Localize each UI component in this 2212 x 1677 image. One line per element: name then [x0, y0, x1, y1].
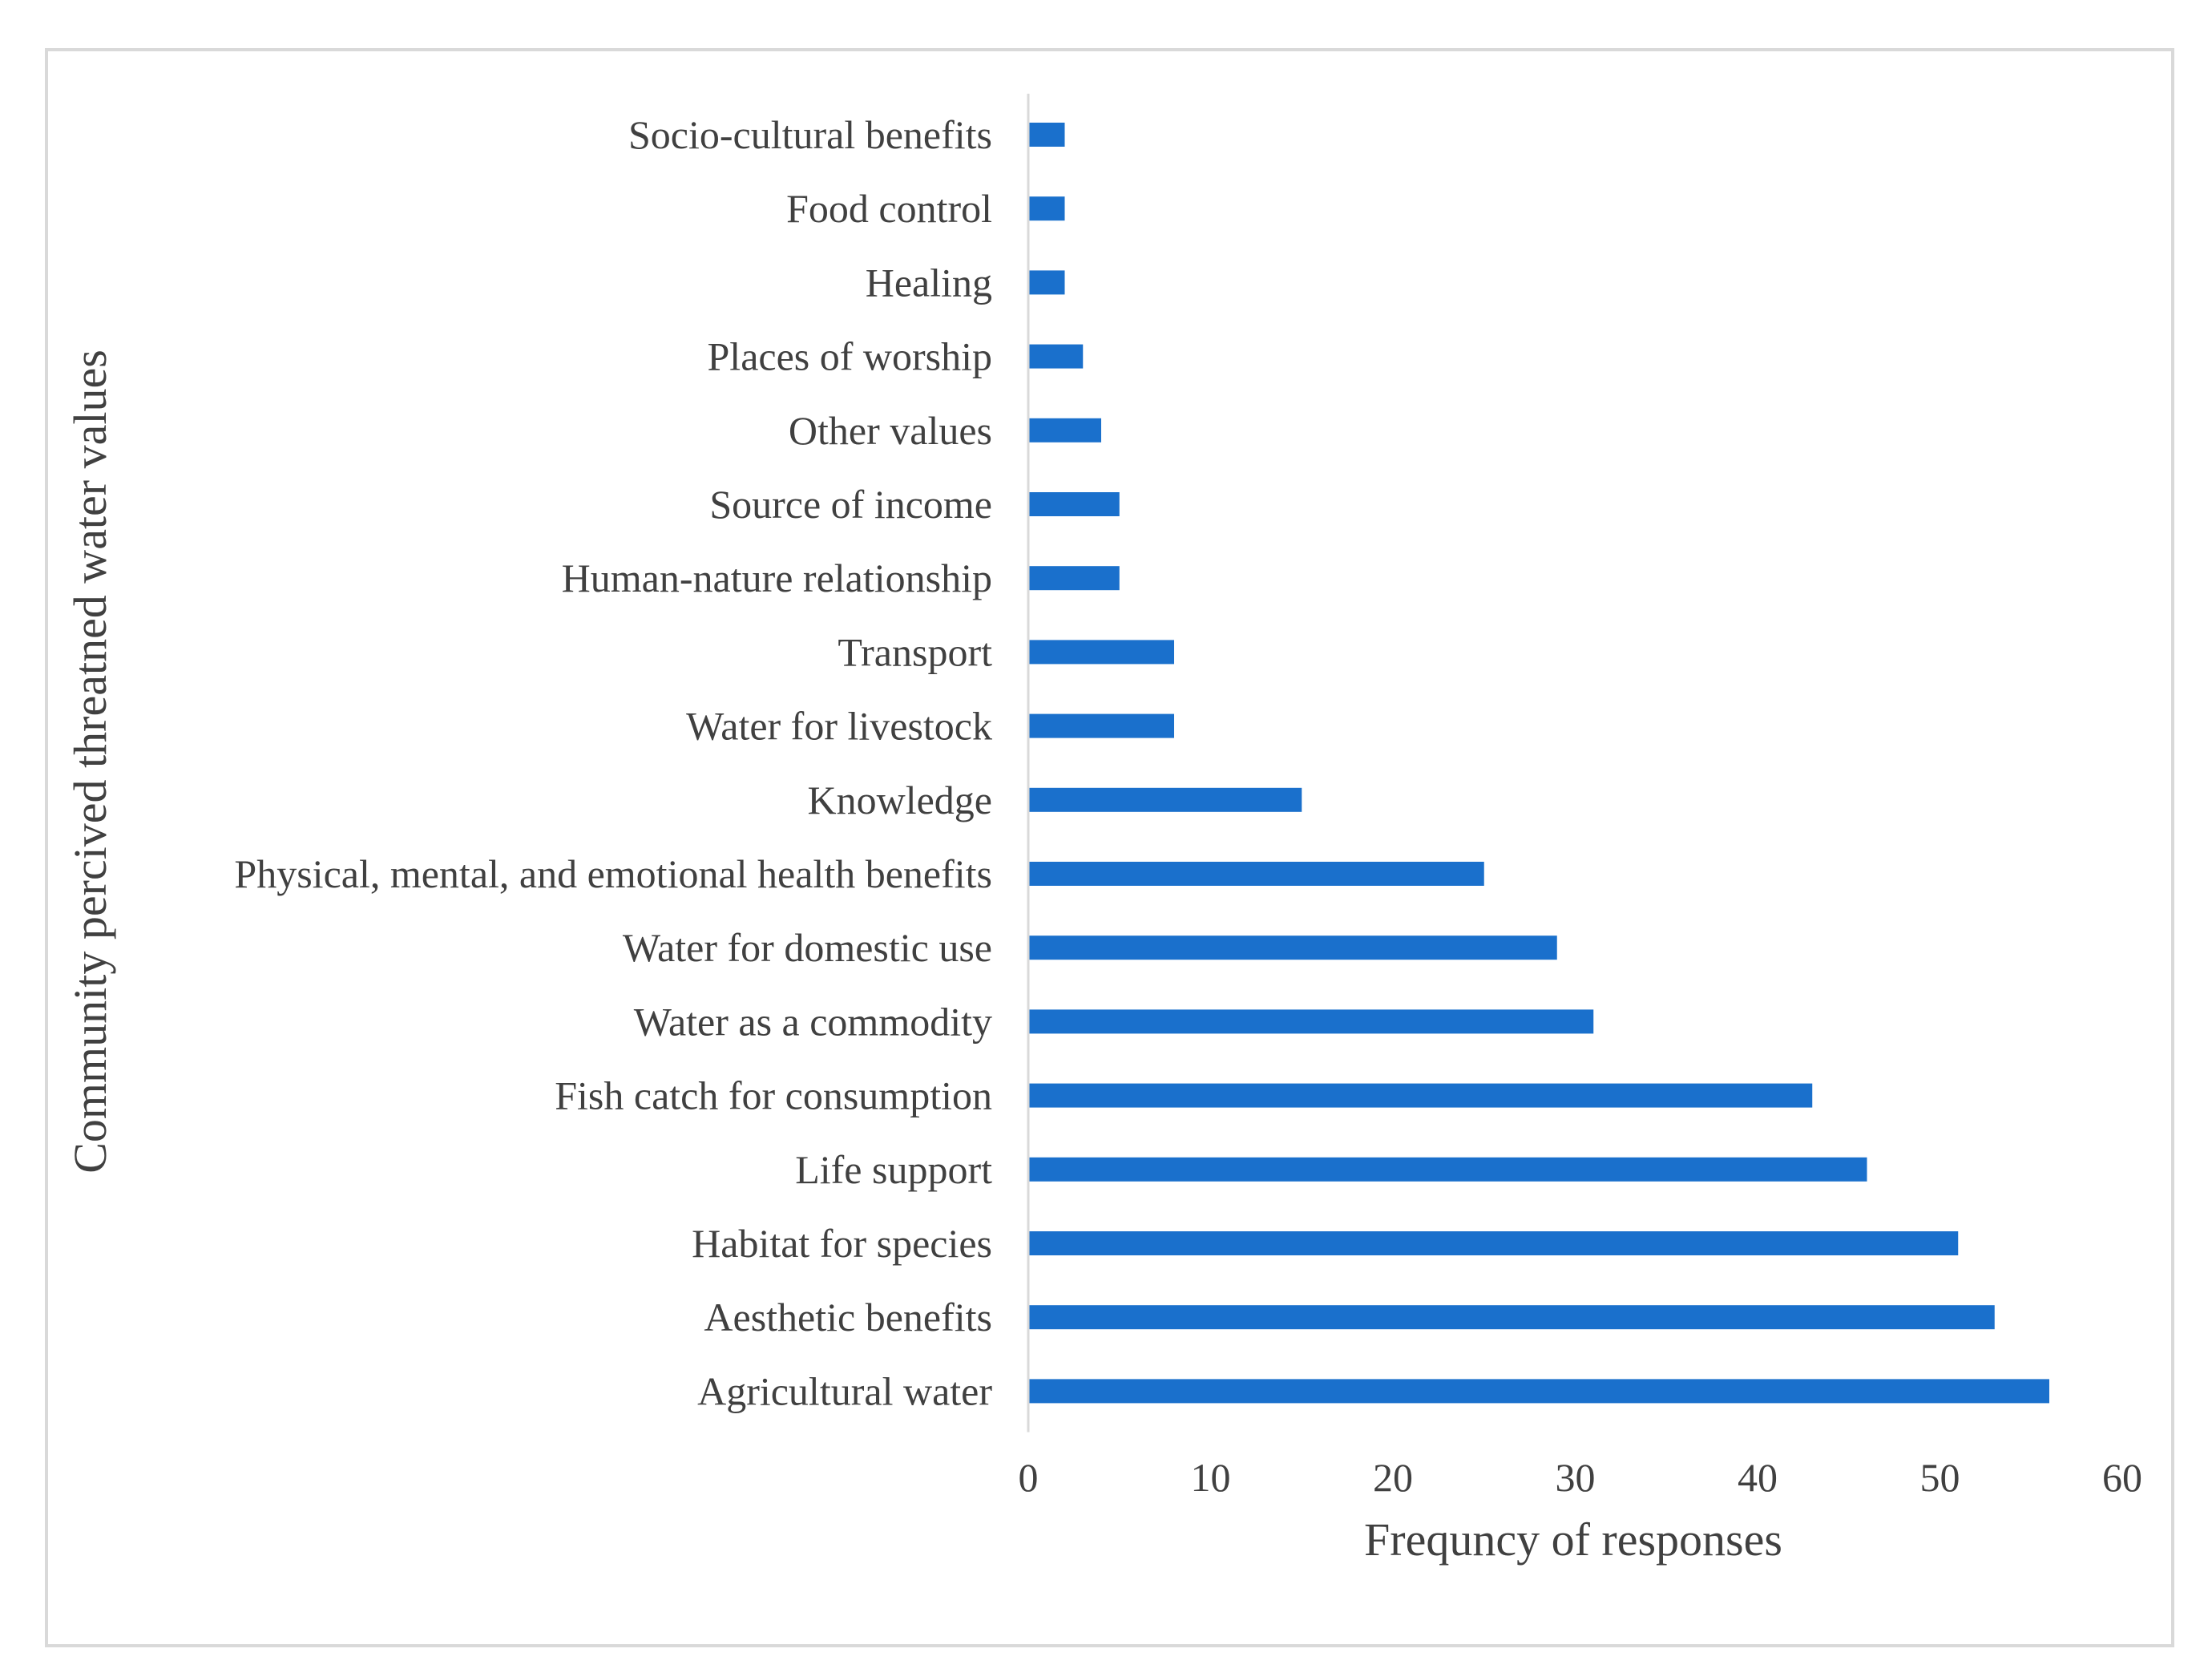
- x-axis-title: Frequncy of responses: [1364, 1513, 1782, 1566]
- x-tick-label: 60: [2102, 1455, 2142, 1500]
- x-tick-label: 50: [1920, 1455, 1960, 1500]
- bar-13: [1028, 1009, 1594, 1034]
- bar-8: [1028, 640, 1174, 665]
- x-tick-label: 40: [1738, 1455, 1778, 1500]
- category-label: Socio-cultural benefits: [628, 112, 992, 157]
- category-label: Water for livestock: [686, 704, 992, 749]
- category-label: Healing: [866, 260, 992, 305]
- y-axis-title: Community percived threatned water value…: [64, 350, 116, 1174]
- bars: [1028, 123, 2049, 1404]
- x-tick-labels: 0 10 20 30 40 50 60: [1019, 1455, 2143, 1500]
- x-tick-label: 0: [1019, 1455, 1039, 1500]
- category-label: Physical, mental, and emotional health b…: [234, 851, 992, 896]
- x-tick-label: 20: [1373, 1455, 1413, 1500]
- x-tick-label: 10: [1191, 1455, 1231, 1500]
- category-label: Other values: [789, 408, 992, 453]
- bar-15: [1028, 1157, 1867, 1182]
- bar-6: [1028, 492, 1120, 516]
- bar-11: [1028, 862, 1484, 886]
- bar-1: [1028, 123, 1065, 147]
- bar-7: [1028, 566, 1120, 591]
- x-tick-label: 30: [1556, 1455, 1596, 1500]
- bar-9: [1028, 713, 1174, 738]
- bar-14: [1028, 1083, 1813, 1108]
- category-label: Fish catch for consumption: [555, 1073, 992, 1118]
- category-label: Food control: [786, 186, 992, 231]
- bar-16: [1028, 1231, 1959, 1255]
- category-label: Water as a commodity: [634, 999, 992, 1044]
- bar-10: [1028, 787, 1302, 812]
- category-label: Places of worship: [708, 334, 993, 379]
- category-label: Water for domestic use: [623, 925, 992, 970]
- bar-3: [1028, 270, 1065, 295]
- bar-4: [1028, 344, 1084, 369]
- category-label: Knowledge: [808, 778, 993, 822]
- category-labels: Socio-cultural benefits Food control Heali…: [234, 112, 992, 1413]
- category-label: Habitat for species: [692, 1221, 992, 1266]
- category-label: Life support: [795, 1147, 992, 1192]
- category-label: Agricultural water: [697, 1368, 992, 1413]
- bar-2: [1028, 196, 1065, 221]
- category-label: Human-nature relationship: [562, 556, 992, 600]
- category-label: Aesthetic benefits: [704, 1295, 992, 1340]
- bar-5: [1028, 418, 1101, 442]
- category-label: Transport: [838, 629, 992, 674]
- bar-18: [1028, 1379, 2049, 1404]
- bar-17: [1028, 1305, 1995, 1330]
- category-label: Source of income: [709, 482, 992, 527]
- bar-12: [1028, 935, 1557, 960]
